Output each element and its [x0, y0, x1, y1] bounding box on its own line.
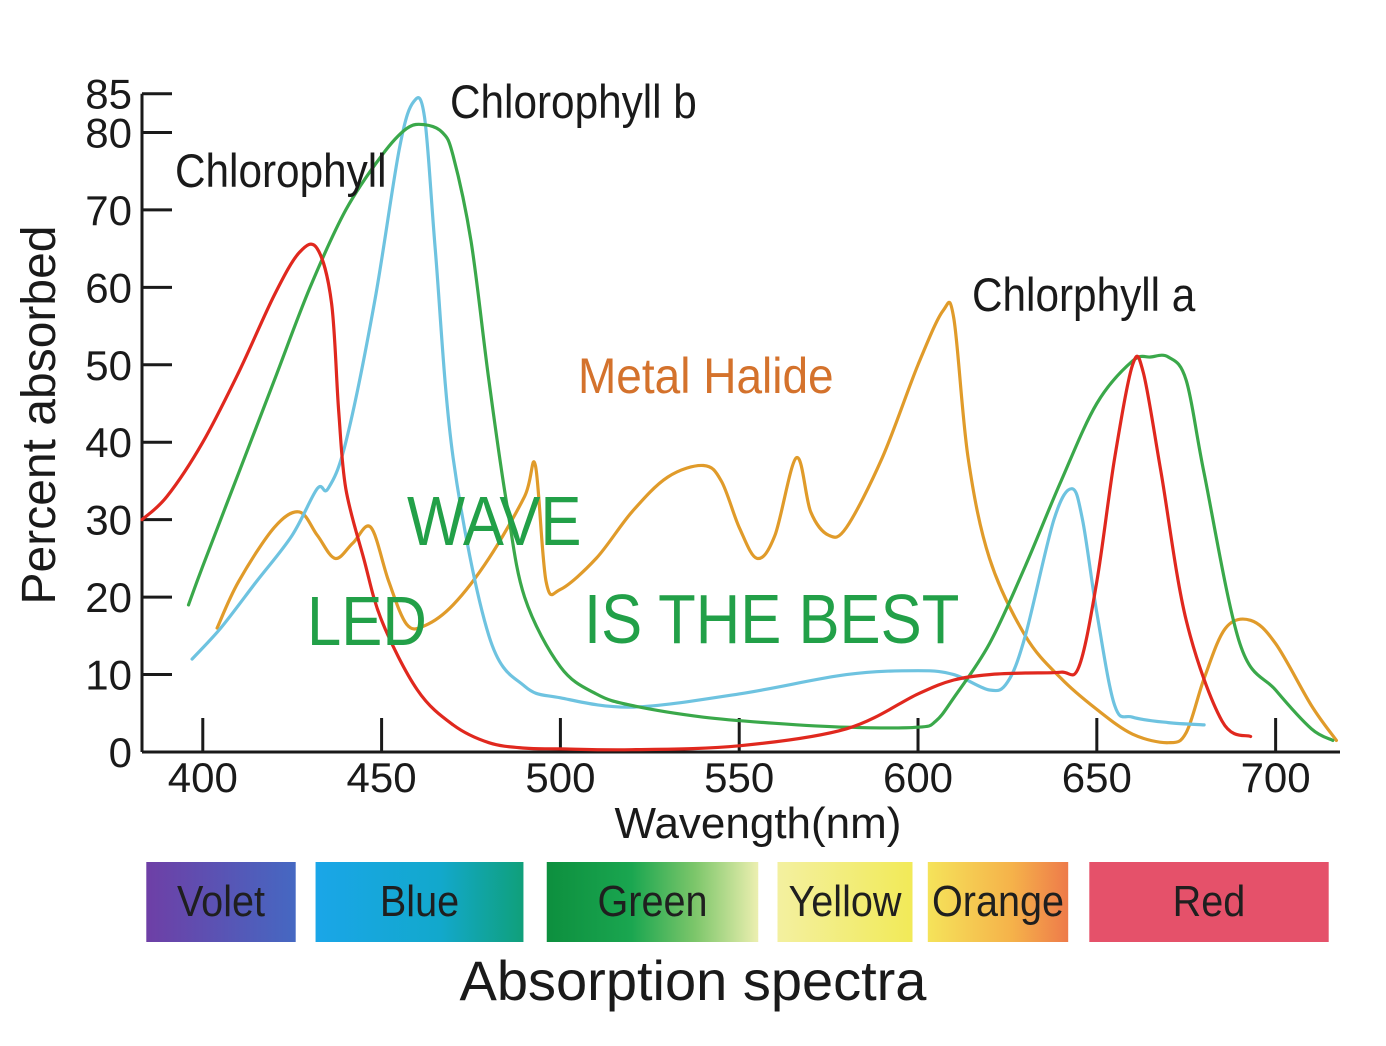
x-tick-label: 500	[525, 754, 595, 801]
series-line-metal-halide	[215, 300, 1338, 745]
x-tick-label: 450	[347, 754, 417, 801]
band-yellow: Yellow	[777, 862, 913, 942]
led-label: LED	[307, 581, 427, 660]
band-blue: Blue	[315, 862, 524, 942]
series-line-chlorophyll-b	[186, 122, 1335, 742]
y-tick-label: 85	[85, 71, 132, 118]
y-tick-label: 70	[85, 187, 132, 234]
y-tick-label: 20	[85, 574, 132, 621]
x-tick-label: 700	[1241, 754, 1311, 801]
wave-label: WAVE	[407, 481, 582, 560]
x-tick-label: 400	[168, 754, 238, 801]
color-spectrum-bar: Volet Blue Green Yellow Orange Red	[138, 862, 1342, 942]
series-line-chlorophyll	[140, 242, 1253, 752]
metal-halide-label: Metal Halide	[578, 349, 834, 404]
series-line-blue-curve	[190, 96, 1206, 727]
band-red: Red	[1089, 862, 1329, 942]
chlorophyll-label: Chlorophyll	[175, 146, 387, 198]
y-tick-label: 10	[85, 652, 132, 699]
y-tick-label: 40	[85, 419, 132, 466]
chlorophyll-b-label: Chlorophyll b	[450, 77, 697, 129]
band-violet: Volet	[146, 862, 296, 942]
y-tick-label: 50	[85, 342, 132, 389]
band-green: Green	[546, 862, 759, 942]
x-tick-label: 600	[883, 754, 953, 801]
is-the-best-label: IS THE BEST	[584, 579, 959, 658]
y-tick-label: 0	[109, 729, 132, 776]
spectrum-title: Absorption spectra	[459, 949, 927, 1012]
x-tick-label: 650	[1062, 754, 1132, 801]
y-tick-label: 80	[85, 109, 132, 156]
chlorophyll-a-label: Chlorphyll a	[972, 270, 1195, 322]
y-tick-label: 30	[85, 497, 132, 544]
y-axis-title: Percent absorbed	[13, 226, 66, 605]
y-tick-label: 60	[85, 264, 132, 311]
band-orange: Orange	[927, 862, 1069, 942]
x-axis-title: Wavength(nm)	[615, 799, 902, 848]
x-tick-label: 550	[704, 754, 774, 801]
